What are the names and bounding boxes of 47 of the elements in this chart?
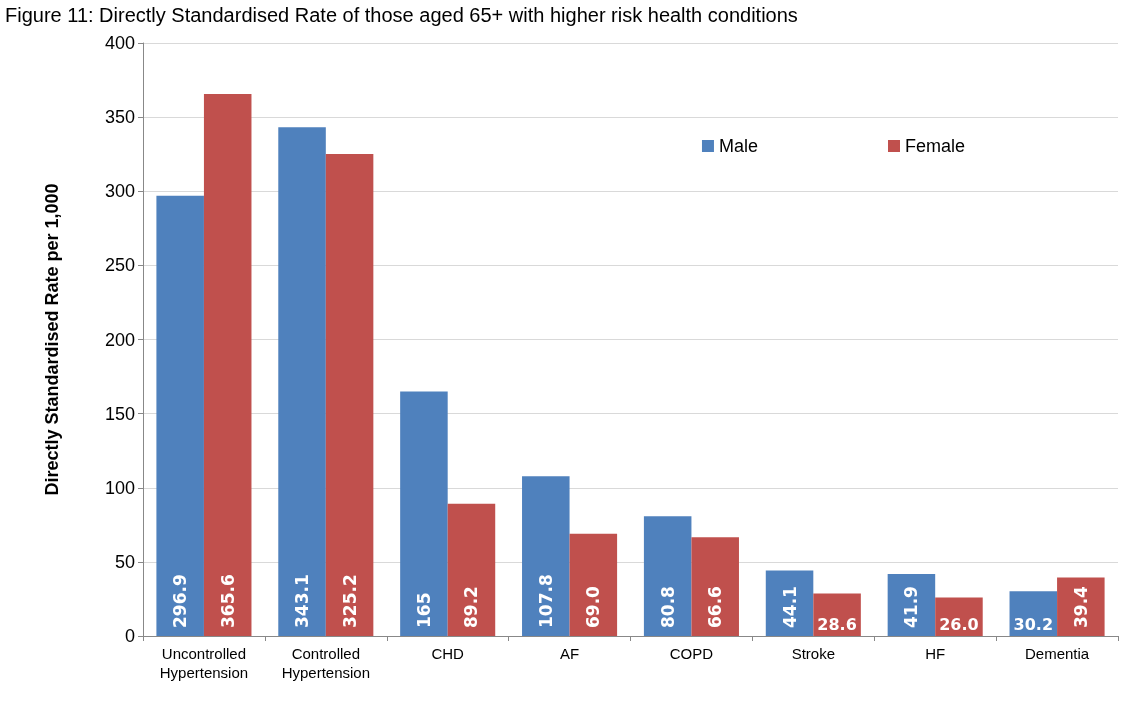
y-tick-label: 300 — [104, 181, 135, 202]
x-tick-label: AF — [559, 645, 580, 662]
x-tick-label: COPD — [669, 645, 714, 662]
bar — [569, 533, 618, 636]
text: 365.6 — [217, 574, 238, 628]
text: 325.2 — [339, 574, 360, 628]
x-tick-label: Controlled Hypertension — [281, 645, 371, 681]
legend-label: Male — [718, 136, 758, 156]
text: 39.4 — [1070, 586, 1091, 628]
y-tick-label: 0 — [124, 626, 135, 646]
bar — [447, 503, 496, 636]
x-tick-label: Stroke — [791, 645, 835, 662]
text: 296.9 — [170, 574, 191, 628]
bar — [400, 391, 448, 636]
y-tick-label: 200 — [104, 329, 135, 350]
x-tick-label: CHD — [431, 645, 465, 662]
y-tick-label: 50 — [114, 551, 135, 572]
text: 41.9 — [901, 586, 922, 628]
text: 343.1 — [292, 574, 313, 628]
bar — [156, 195, 204, 636]
y-tick-label: 250 — [104, 255, 135, 276]
y-tick-label: 100 — [104, 477, 135, 498]
x-tick-label: HF — [925, 645, 946, 662]
text: 26.0 — [939, 614, 979, 634]
bar — [203, 94, 252, 636]
y-tick-label: 150 — [104, 403, 135, 424]
x-tick-label: Uncontrolled Hypertension — [159, 645, 249, 681]
text: 28.6 — [817, 614, 857, 634]
text: 69.0 — [583, 586, 604, 628]
bar — [643, 516, 692, 636]
y-axis-title: Directly Standardised Rate per 1,000 — [42, 183, 62, 496]
legend-label: Female — [904, 136, 966, 156]
text: 107.8 — [535, 574, 556, 628]
bar — [325, 153, 374, 636]
x-tick-label: Dementia — [1024, 645, 1090, 662]
text: 80.8 — [657, 586, 678, 628]
chart-title: Figure 11: Directly Standardised Rate of those aged 65+ with higher risk health conditions — [5, 4, 798, 26]
y-tick-label: 350 — [104, 107, 135, 128]
text: 165 — [413, 592, 434, 628]
y-tick-label: 400 — [104, 33, 135, 53]
text: 66.6 — [705, 586, 726, 628]
text: 30.2 — [1013, 614, 1054, 634]
text: 89.2 — [461, 586, 482, 628]
bar — [691, 537, 739, 636]
bar — [522, 476, 570, 636]
bar — [278, 127, 326, 636]
text: 44.1 — [779, 586, 800, 628]
